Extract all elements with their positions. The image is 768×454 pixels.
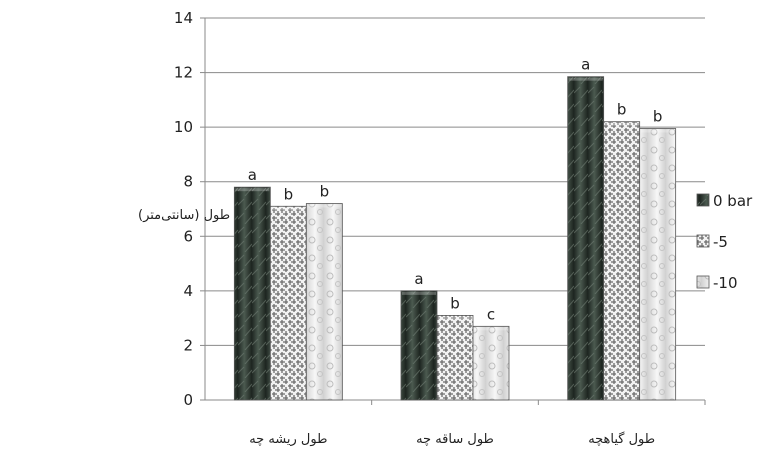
category-label: طول گیاهچه (588, 431, 655, 447)
legend-label: 0 bar (713, 192, 753, 210)
bar (603, 121, 641, 401)
y-tick-label: 0 (183, 391, 193, 409)
legend-swatch (696, 234, 710, 248)
y-tick-label: 12 (174, 64, 193, 82)
data-label: b (284, 185, 294, 203)
data-label: a (248, 166, 257, 184)
bar (436, 315, 474, 401)
y-tick-label: 6 (183, 227, 193, 245)
legend-swatch (696, 193, 710, 207)
bar (639, 128, 677, 401)
data-label: c (487, 305, 495, 323)
bar (269, 205, 307, 401)
bar (305, 203, 343, 401)
bar-highlight (568, 77, 603, 81)
category-label: طول ریشه چه (249, 432, 327, 447)
bar (233, 186, 271, 401)
data-label: b (450, 294, 460, 312)
y-axis-label: طول (سانتی‌متر) (138, 208, 230, 223)
bar (472, 325, 510, 401)
bar-highlight (474, 327, 508, 331)
data-label: b (617, 101, 627, 119)
bar-highlight (271, 207, 306, 211)
y-tick-label: 14 (174, 9, 193, 27)
bar (400, 290, 438, 401)
bar-highlight (640, 129, 675, 133)
y-tick-label: 10 (174, 118, 193, 136)
bar (567, 76, 605, 401)
y-tick-label: 4 (183, 282, 193, 300)
data-label: b (320, 183, 330, 201)
bar-highlight (307, 204, 342, 208)
bar-highlight (235, 188, 270, 192)
legend-label: -10 (713, 274, 738, 292)
data-label: a (581, 56, 590, 74)
data-label: a (414, 270, 423, 288)
legend-swatch (696, 275, 710, 289)
category-label: طول ساقه چه (416, 432, 494, 447)
bar-highlight (604, 122, 639, 126)
data-label: b (653, 108, 663, 126)
y-tick-label: 2 (183, 336, 193, 354)
bar-highlight (438, 316, 472, 320)
legend-label: -5 (713, 233, 728, 251)
bar-highlight (402, 291, 436, 295)
y-tick-label: 8 (183, 173, 193, 191)
